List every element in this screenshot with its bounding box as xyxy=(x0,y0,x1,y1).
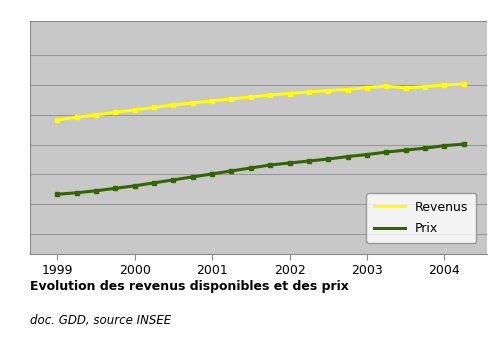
Text: Evolution des revenus disponibles et des prix: Evolution des revenus disponibles et des… xyxy=(30,280,348,293)
Text: doc. GDD, source INSEE: doc. GDD, source INSEE xyxy=(30,314,171,327)
Legend: Revenus, Prix: Revenus, Prix xyxy=(366,193,475,243)
